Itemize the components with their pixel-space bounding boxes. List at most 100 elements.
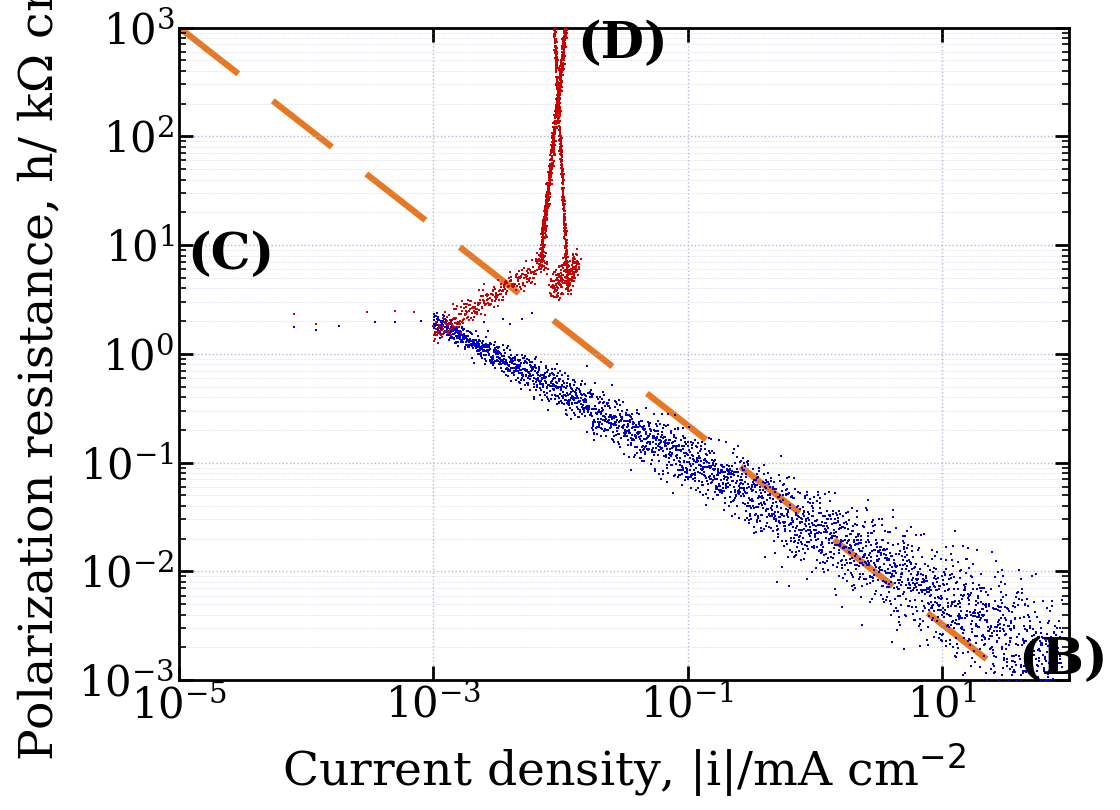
Point: [640, 429, 657, 442]
Point: [915, 583, 933, 596]
Point: [557, 265, 575, 278]
Point: [447, 326, 465, 339]
Point: [764, 525, 782, 538]
Point: [547, 47, 564, 60]
Point: [564, 257, 582, 270]
Point: [864, 570, 881, 583]
Point: [550, 107, 568, 120]
Point: [474, 283, 492, 296]
Point: [792, 535, 810, 548]
Point: [563, 252, 581, 265]
Point: [655, 436, 673, 449]
Point: [644, 446, 662, 458]
Point: [556, 34, 573, 47]
Point: [834, 520, 852, 533]
Point: [1016, 622, 1034, 635]
Point: [725, 468, 743, 481]
Point: [552, 75, 570, 87]
Point: [531, 388, 549, 401]
Point: [448, 321, 466, 334]
Point: [558, 270, 576, 283]
Point: [925, 631, 943, 644]
Point: [956, 583, 974, 596]
Point: [452, 316, 470, 329]
Point: [536, 228, 554, 241]
Point: [540, 184, 558, 197]
Point: [404, 305, 422, 318]
Point: [549, 93, 567, 106]
Point: [549, 108, 567, 121]
Point: [556, 218, 573, 231]
Point: [541, 164, 559, 177]
Point: [582, 384, 600, 397]
Point: [596, 414, 614, 427]
Point: [1028, 678, 1046, 691]
Point: [648, 420, 666, 433]
Point: [642, 424, 660, 437]
Point: [702, 433, 720, 446]
Point: [549, 380, 567, 393]
Point: [676, 437, 694, 450]
Point: [538, 198, 556, 211]
Point: [476, 299, 494, 312]
Point: [675, 456, 693, 469]
Point: [837, 568, 855, 581]
Point: [539, 197, 557, 210]
Point: [934, 578, 952, 590]
Point: [939, 620, 956, 633]
Point: [542, 152, 560, 165]
Point: [543, 142, 561, 155]
Point: [549, 93, 567, 106]
Point: [544, 143, 562, 156]
Point: [743, 479, 760, 492]
Point: [1014, 586, 1032, 599]
Point: [568, 258, 586, 271]
Point: [550, 116, 568, 129]
Point: [553, 51, 571, 64]
Point: [550, 83, 568, 96]
Point: [962, 569, 980, 582]
Point: [987, 554, 1005, 567]
Point: [441, 323, 459, 336]
Point: [491, 288, 508, 301]
Point: [909, 542, 927, 555]
Point: [775, 477, 793, 490]
Point: [554, 36, 572, 49]
Point: [556, 218, 573, 231]
Point: [426, 322, 444, 335]
Point: [548, 121, 566, 134]
Point: [548, 53, 566, 66]
Point: [900, 579, 918, 592]
Point: [556, 215, 573, 228]
Point: [533, 224, 551, 237]
Point: [472, 290, 489, 303]
Point: [541, 174, 559, 187]
Point: [553, 390, 571, 403]
Point: [954, 589, 972, 602]
Point: [538, 210, 556, 223]
Point: [426, 318, 444, 330]
Point: [768, 501, 786, 514]
Point: [534, 227, 552, 240]
Point: [536, 206, 554, 219]
Point: [635, 424, 653, 437]
Point: [1012, 573, 1030, 586]
Point: [598, 424, 616, 437]
Point: [588, 428, 606, 441]
Point: [619, 408, 637, 421]
Point: [487, 343, 505, 356]
Point: [665, 469, 683, 482]
Point: [872, 534, 890, 547]
Point: [860, 548, 878, 561]
Point: [986, 650, 1004, 663]
Point: [549, 380, 567, 393]
Point: [543, 152, 561, 165]
Point: [880, 553, 898, 566]
Point: [461, 326, 479, 339]
Point: [584, 388, 601, 401]
Point: [952, 612, 970, 625]
Point: [587, 421, 605, 434]
Point: [540, 173, 558, 186]
Point: [553, 48, 571, 61]
Point: [468, 335, 486, 348]
